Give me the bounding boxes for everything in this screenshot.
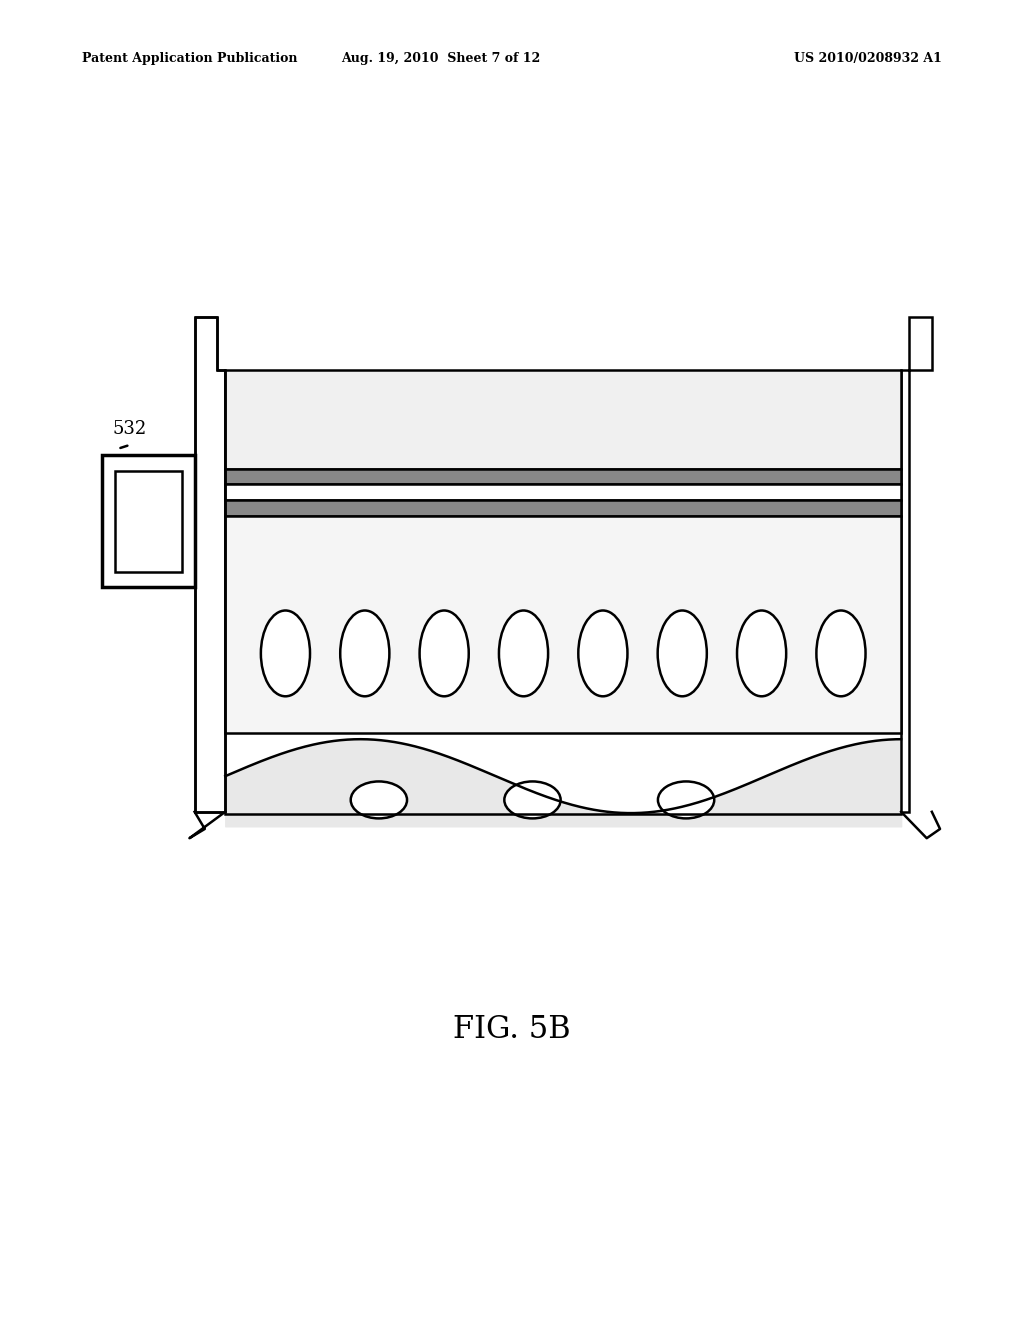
Text: FIG. 5B: FIG. 5B bbox=[454, 1014, 570, 1045]
Ellipse shape bbox=[816, 610, 865, 697]
Text: 532: 532 bbox=[113, 420, 146, 438]
Ellipse shape bbox=[504, 781, 561, 818]
Ellipse shape bbox=[657, 610, 707, 697]
Ellipse shape bbox=[579, 610, 628, 697]
Bar bbox=[225, 469, 901, 484]
Ellipse shape bbox=[340, 610, 389, 697]
Ellipse shape bbox=[737, 610, 786, 697]
Ellipse shape bbox=[499, 610, 548, 697]
Bar bbox=[102, 455, 195, 587]
Ellipse shape bbox=[420, 610, 469, 697]
Text: Aug. 19, 2010  Sheet 7 of 12: Aug. 19, 2010 Sheet 7 of 12 bbox=[341, 51, 540, 65]
Ellipse shape bbox=[261, 610, 310, 697]
Bar bbox=[225, 500, 901, 516]
Ellipse shape bbox=[658, 781, 715, 818]
Bar bbox=[225, 516, 901, 733]
Text: US 2010/0208932 A1: US 2010/0208932 A1 bbox=[795, 51, 942, 65]
Text: Patent Application Publication: Patent Application Publication bbox=[82, 51, 297, 65]
Ellipse shape bbox=[350, 781, 408, 818]
Polygon shape bbox=[901, 317, 932, 812]
Polygon shape bbox=[195, 317, 225, 812]
Bar bbox=[115, 471, 182, 572]
Bar bbox=[225, 484, 901, 500]
Bar bbox=[225, 370, 901, 469]
